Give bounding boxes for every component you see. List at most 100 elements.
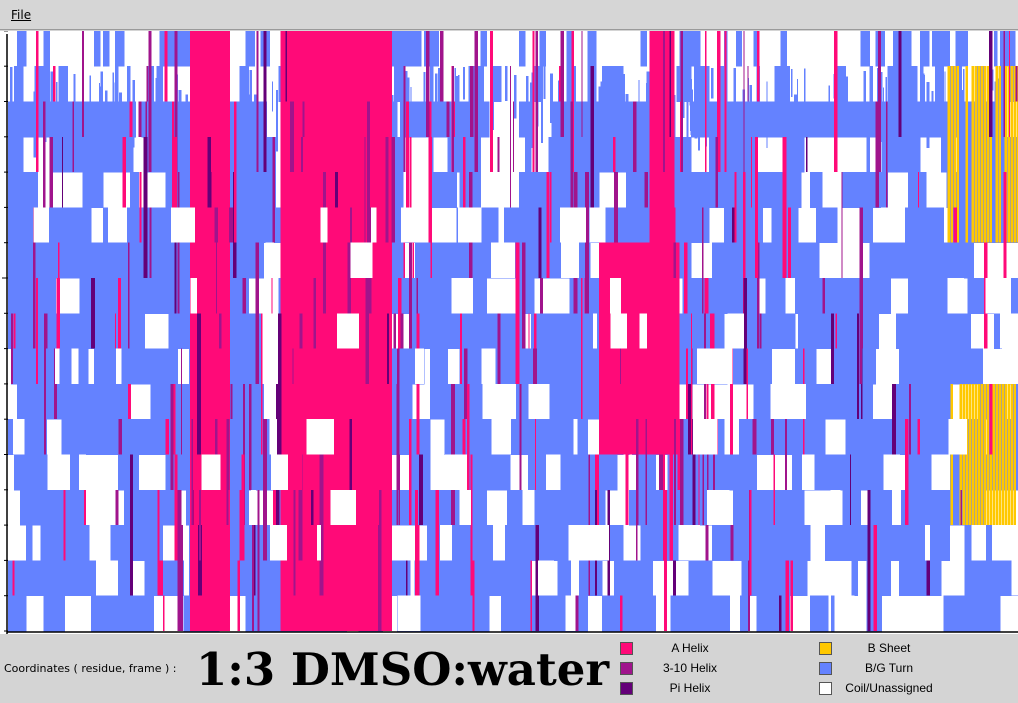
heatmap-cell (950, 66, 953, 243)
heatmap-coil (925, 525, 931, 561)
heatmap-cell (474, 419, 490, 455)
heatmap-streak (53, 348, 57, 420)
heatmap-streak (867, 489, 871, 631)
heatmap-cell (860, 31, 870, 67)
heatmap-streak (249, 69, 252, 130)
heatmap-streak (285, 172, 289, 314)
heatmap-cell (501, 595, 514, 632)
heatmap-streak (368, 454, 371, 526)
heatmap-coil (371, 207, 377, 243)
menu-bar: File (0, 0, 1018, 30)
heatmap-coil (546, 454, 561, 490)
heatmap-streak (298, 454, 303, 561)
heatmap-cell (738, 419, 761, 455)
heatmap-cell (771, 207, 793, 244)
heatmap-cell (153, 348, 158, 385)
heatmap-coil (785, 278, 796, 314)
heatmap-cell (28, 207, 33, 244)
heatmap-streak (35, 31, 39, 173)
heatmap-streak (877, 67, 879, 105)
heatmap-cell (1013, 383, 1016, 526)
heatmap-cell (992, 383, 995, 526)
heatmap-coil (891, 489, 901, 526)
heatmap-coil (610, 313, 628, 349)
heatmap-cell (97, 242, 122, 279)
heatmap-streak (256, 31, 259, 173)
heatmap-cell (1007, 383, 1010, 526)
heatmap-streak (694, 94, 698, 139)
heatmap-cell (483, 207, 490, 244)
heatmap-cell (40, 101, 45, 138)
heatmap-cell (747, 489, 772, 526)
heatmap-cell (40, 278, 57, 314)
heatmap-coil (493, 525, 506, 561)
heatmap-cell (156, 136, 166, 173)
heatmap-cell (251, 172, 276, 208)
heatmap-streak (214, 489, 217, 596)
heatmap-cell (400, 66, 404, 102)
heatmap-cell (554, 419, 564, 455)
heatmap-cell (759, 560, 778, 597)
heatmap-cell (278, 66, 282, 102)
heatmap-streak (253, 489, 256, 596)
heatmap-cell (233, 207, 244, 244)
heatmap-cell (31, 419, 48, 455)
heatmap-streak (397, 278, 402, 349)
heatmap-streak (174, 454, 178, 561)
heatmap-streak (794, 94, 797, 153)
heatmap-cell (771, 525, 781, 561)
heatmap-cell (13, 66, 24, 102)
heatmap-streak (33, 91, 36, 158)
heatmap-cell (860, 207, 873, 244)
legend-swatch-pi-helix (620, 682, 633, 695)
heatmap-cell (851, 560, 859, 597)
heatmap-streak (254, 94, 257, 135)
heatmap-streak (472, 560, 475, 631)
heatmap-streak (600, 278, 604, 384)
heatmap-streak (686, 348, 688, 420)
heatmap-streak (174, 31, 178, 173)
heatmap-cell (878, 595, 882, 632)
heatmap-cell (391, 560, 413, 597)
heatmap-cell (557, 313, 573, 350)
heatmap-cell (501, 560, 514, 597)
heatmap-cell (168, 31, 178, 67)
heatmap-streak (743, 172, 746, 314)
heatmap-cell (712, 525, 731, 561)
heatmap-cell (447, 560, 463, 597)
heatmap-cell (756, 207, 764, 244)
heatmap-cell (46, 560, 68, 597)
heatmap-cell (953, 66, 956, 243)
heatmap-cell (720, 419, 725, 455)
heatmap-streak (692, 419, 696, 561)
heatmap-cell (706, 595, 725, 632)
heatmap-streak (989, 31, 993, 137)
heatmap-cell (8, 595, 27, 632)
heatmap-cell (786, 525, 811, 561)
heatmap-cell (887, 525, 897, 561)
heatmap-streak (1003, 31, 1006, 137)
heatmap-cell (955, 31, 963, 67)
file-menu[interactable]: File (11, 8, 31, 22)
heatmap-streak (926, 81, 930, 148)
heatmap-cell (391, 383, 413, 420)
heatmap-streak (834, 31, 838, 173)
heatmap-cell (417, 31, 422, 67)
heatmap-cell (783, 66, 790, 102)
heatmap-cell (8, 207, 30, 244)
heatmap-streak (210, 101, 214, 173)
heatmap-streak (633, 101, 637, 173)
heatmap-streak (849, 454, 851, 526)
heatmap-streak (114, 82, 117, 137)
heatmap-streak (394, 71, 398, 116)
heatmap-cell (444, 172, 458, 208)
heatmap-coil (445, 454, 467, 490)
heatmap-streak (155, 78, 159, 136)
heatmap-cell (477, 595, 490, 632)
heatmap-streak (470, 454, 473, 596)
heatmap-streak (423, 71, 426, 117)
heatmap-cell (616, 136, 642, 173)
heatmap-cell (548, 489, 567, 526)
heatmap-streak (497, 313, 501, 384)
heatmap-cell (513, 560, 532, 597)
